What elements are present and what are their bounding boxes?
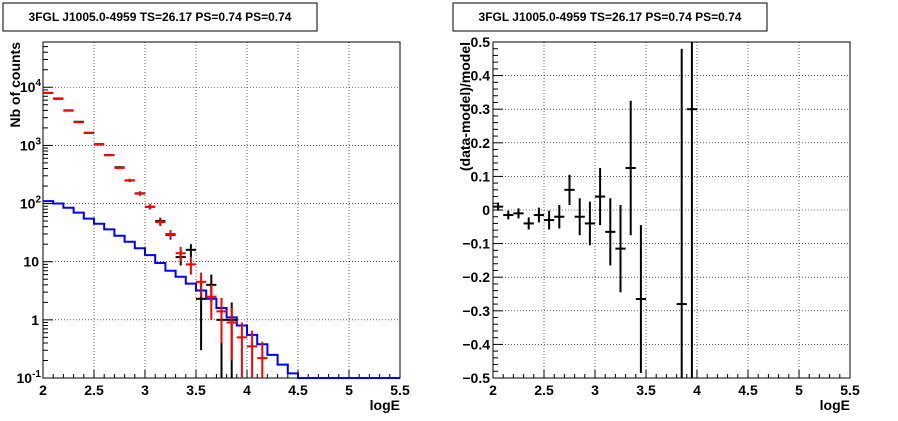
counts-red-point: [63, 109, 74, 112]
residual-y-tick-label: −0.5: [462, 370, 490, 386]
residual-point: [615, 204, 626, 293]
counts-red-point: [124, 178, 135, 183]
counts-red-point: [155, 218, 166, 227]
counts-red-point: [226, 307, 237, 361]
counts-panel: 3FGL J1005.0-4959 TS=26.17 PS=0.74 PS=0.…: [2, 2, 410, 413]
residual-point: [635, 225, 646, 373]
residual-y-tick-label: 0.2: [471, 135, 491, 151]
residual-point: [554, 204, 565, 229]
counts-x-label: logE: [370, 397, 400, 413]
counts-x-tick-label: 5.5: [390, 382, 410, 398]
counts-x-tick-label: 3.5: [186, 382, 206, 398]
counts-model-line: [43, 200, 400, 379]
residual-y-tick-label: −0.3: [462, 303, 490, 319]
counts-y-label: Nb of counts: [7, 42, 23, 128]
counts-y-tick-label: 102: [20, 195, 42, 212]
counts-data-black: [43, 91, 237, 378]
residual-point: [544, 210, 555, 230]
residual-y-tick-label: 0: [482, 202, 490, 218]
residual-point: [533, 207, 544, 223]
residual-point: [564, 174, 575, 205]
counts-red-point: [175, 246, 186, 262]
residual-point: [503, 210, 514, 220]
residual-y-tick-label: −0.1: [462, 236, 490, 252]
counts-y-tick-label: 104: [20, 78, 42, 95]
counts-title-box: 3FGL J1005.0-4959 TS=26.17 PS=0.74 PS=0.…: [2, 2, 318, 32]
residual-grid: [493, 42, 850, 378]
counts-red-point: [43, 91, 54, 94]
residual-y-tick-label: 0.5: [471, 34, 491, 50]
residual-y-tick-label: −0.4: [462, 336, 490, 352]
counts-ticks: 2 2.5 3 3.5 4 4.5 5 5.5 10-1 1 10 102 103 104: [17, 46, 410, 398]
residual-x-label: logE: [820, 397, 850, 413]
counts-red-point: [134, 191, 145, 196]
counts-x-tick-label: 4.5: [288, 382, 308, 398]
counts-red-point: [94, 143, 105, 146]
counts-x-tick-label: 2: [39, 382, 47, 398]
counts-red-point: [73, 121, 84, 124]
counts-x-tick-label: 2.5: [84, 382, 104, 398]
residual-point: [493, 202, 504, 211]
residual-panel: 3FGL J1005.0-4959 TS=26.17 PS=0.74 PS=0.…: [452, 2, 860, 413]
residual-point: [584, 201, 595, 246]
counts-red-point: [216, 297, 227, 343]
residual-x-tick-label: 5.5: [840, 382, 860, 398]
residual-y-tick-label: −0.2: [462, 269, 490, 285]
counts-data-red: [43, 91, 268, 378]
residual-point: [595, 168, 606, 226]
residual-point: [523, 217, 534, 230]
residual-y-label: (data-model)/model: [457, 42, 473, 171]
counts-black-point: [185, 244, 196, 258]
residual-title-box: 3FGL J1005.0-4959 TS=26.17 PS=0.74 PS=0.…: [452, 2, 768, 32]
residual-point: [625, 100, 636, 236]
residual-point: [686, 42, 697, 378]
counts-title: 3FGL J1005.0-4959 TS=26.17 PS=0.74 PS=0.…: [29, 10, 292, 24]
residual-y-tick-label: 0.1: [471, 168, 491, 184]
counts-red-point: [114, 166, 125, 170]
counts-red-point: [196, 272, 207, 297]
residual-x-tick-label: 4: [693, 382, 701, 398]
counts-red-point: [257, 341, 268, 378]
counts-red-point: [83, 132, 94, 135]
counts-red-point: [104, 154, 115, 157]
residual-point: [513, 208, 524, 219]
counts-red-point: [53, 97, 64, 100]
counts-red-point: [206, 284, 217, 320]
counts-red-point: [165, 230, 176, 239]
residual-x-tick-label: 3: [591, 382, 599, 398]
residual-title: 3FGL J1005.0-4959 TS=26.17 PS=0.74 PS=0.…: [479, 10, 742, 24]
counts-red-point: [236, 322, 247, 378]
residual-x-tick-label: 2: [489, 382, 497, 398]
residual-data: [493, 42, 697, 378]
counts-red-point: [185, 257, 196, 275]
counts-y-tick-label: 10: [23, 254, 39, 270]
residual-y-tick-label: 0.4: [471, 68, 491, 84]
residual-point: [574, 198, 585, 236]
counts-y-tick-label: 10-1: [17, 369, 42, 386]
residual-x-tick-label: 4.5: [738, 382, 758, 398]
residual-point: [605, 198, 616, 266]
counts-model: [43, 200, 400, 379]
residual-point: [676, 48, 687, 378]
counts-y-tick-label: 1: [31, 312, 39, 328]
counts-grid: [43, 42, 400, 378]
residual-y-tick-label: 0.3: [471, 101, 491, 117]
residual-x-tick-label: 2.5: [534, 382, 554, 398]
counts-x-tick-label: 3: [141, 382, 149, 398]
counts-red-point: [145, 204, 156, 210]
counts-x-tick-label: 4: [243, 382, 251, 398]
residual-x-tick-label: 3.5: [636, 382, 656, 398]
counts-y-tick-label: 103: [20, 136, 42, 153]
counts-x-tick-label: 5: [345, 382, 353, 398]
residual-ticks: 2 2.5 3 3.5 4 4.5 5 5.5 0.5 0.4 0.3 0.2 0.1 0 −0.1 −0.2…: [462, 34, 860, 398]
counts-red-point: [247, 330, 258, 378]
residual-x-tick-label: 5: [795, 382, 803, 398]
